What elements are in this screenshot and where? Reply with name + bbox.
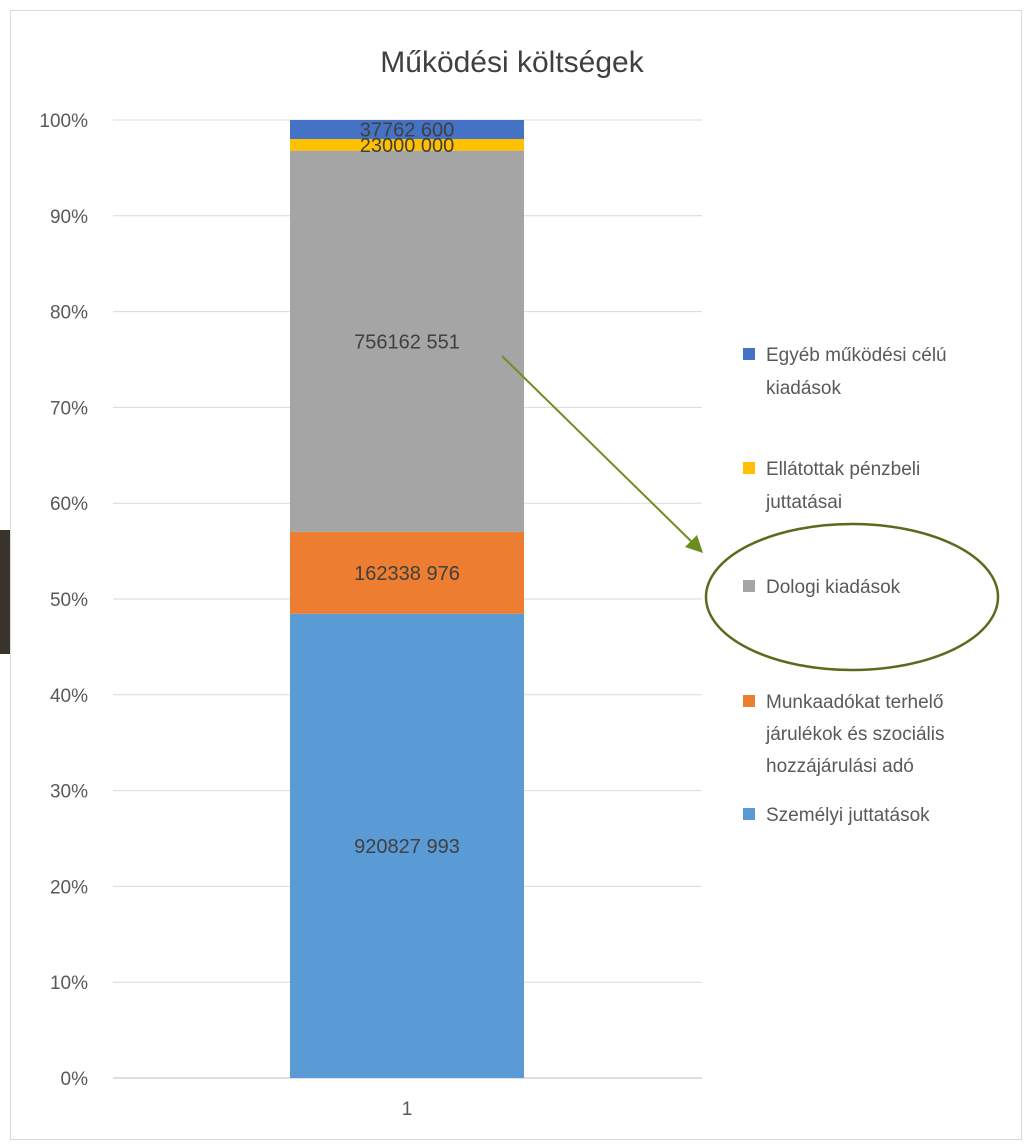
legend-item-ellatottak: Ellátottak pénzbeli juttatásai xyxy=(743,459,920,513)
legend-label-munkaado-1: Munkaadókat terhelő xyxy=(766,692,943,713)
y-tick-label: 0% xyxy=(61,1069,89,1090)
annotation-arrow-line xyxy=(501,355,697,547)
legend-item-egyeb: Egyéb működési célú kiadások xyxy=(743,345,947,399)
y-tick-label: 60% xyxy=(50,494,88,515)
y-tick-label: 90% xyxy=(50,207,88,228)
legend-item-dologi: Dologi kiadások xyxy=(743,577,901,598)
legend-label-ellatottak-1: Ellátottak pénzbeli xyxy=(766,459,920,480)
annotation-ellipse xyxy=(704,522,1000,672)
legend-swatch-ellatottak xyxy=(743,462,755,474)
chart-title: Működési költségek xyxy=(380,46,644,79)
annotation xyxy=(501,355,1000,672)
y-tick-label: 30% xyxy=(50,782,88,803)
legend-item-szemelyi: Személyi juttatások xyxy=(743,805,930,826)
y-tick-label: 100% xyxy=(39,111,88,132)
y-axis-tick-labels: 0% 10% 20% 30% 40% 50% 60% 70% 80% 90% 100% xyxy=(39,111,88,1090)
legend-label-szemelyi: Személyi juttatások xyxy=(766,805,930,826)
y-tick-label: 20% xyxy=(50,877,88,898)
legend-label-ellatottak-2: juttatásai xyxy=(765,492,842,513)
data-label-1: 162338 976 xyxy=(354,563,460,585)
data-labels: 920827 993 162338 976 756162 551 23000 0003… xyxy=(354,120,460,858)
y-tick-label: 10% xyxy=(50,973,88,994)
legend-swatch-egyeb xyxy=(743,348,755,360)
x-tick-label: 1 xyxy=(402,1099,413,1120)
data-label-0: 920827 993 xyxy=(354,836,460,858)
bar-segment-3 xyxy=(290,139,524,151)
legend-label-dologi: Dologi kiadások xyxy=(766,577,901,598)
legend-swatch-munkaado xyxy=(743,695,755,707)
data-label-2: 756162 551 xyxy=(354,331,460,353)
data-label-4: 37762 600 xyxy=(360,120,455,142)
bar-segment-1 xyxy=(290,531,524,614)
annotation-arrow-head xyxy=(685,535,703,553)
legend-label-munkaado-2: járulékok és szociális xyxy=(765,724,944,745)
legend-item-munkaado: Munkaadókat terhelő járulékok és szociál… xyxy=(743,692,944,777)
y-tick-label: 50% xyxy=(50,590,88,611)
bar-segment-4 xyxy=(290,120,524,140)
y-tick-label: 70% xyxy=(50,398,88,419)
bar-segment-0 xyxy=(290,613,524,1078)
data-label-3: 23000 000 xyxy=(360,135,455,157)
legend-label-munkaado-3: hozzájárulási adó xyxy=(766,756,914,777)
bar-segment-2 xyxy=(290,150,524,532)
legend-label-egyeb-2: kiadások xyxy=(766,378,841,399)
y-tick-label: 80% xyxy=(50,303,88,324)
background-strip xyxy=(0,530,10,654)
bar-segments xyxy=(290,120,524,1078)
y-tick-label: 40% xyxy=(50,686,88,707)
legend-label-egyeb-1: Egyéb működési célú xyxy=(766,345,947,366)
legend: Egyéb működési célú kiadások Ellátottak … xyxy=(743,345,947,826)
legend-swatch-dologi xyxy=(743,580,755,592)
legend-swatch-szemelyi xyxy=(743,808,755,820)
